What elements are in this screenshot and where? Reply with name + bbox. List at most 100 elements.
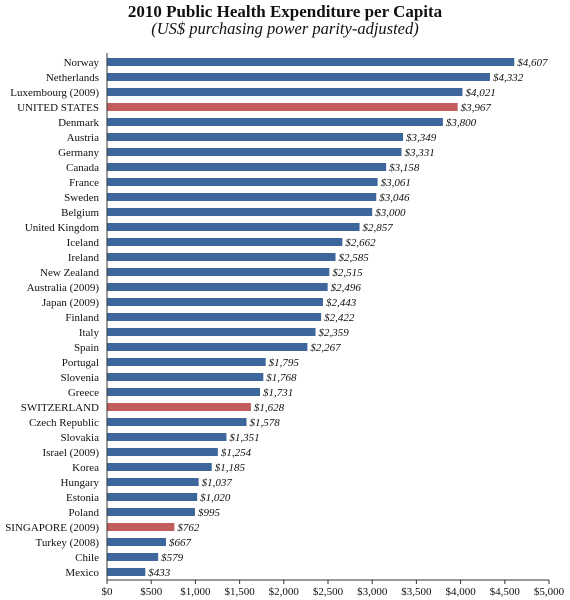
bar [107,163,387,171]
bar [107,553,159,561]
bar [107,508,195,516]
value-label: $3,349 [406,132,437,144]
x-tick-label: $1,000 [180,586,211,598]
bar [107,313,322,321]
value-label: $3,967 [461,102,492,114]
category-label: United Kingdom [25,222,100,234]
value-label: $4,021 [465,87,495,99]
value-label: $1,351 [229,432,259,444]
bar [107,328,316,336]
value-label: $2,515 [332,267,363,279]
value-label: $2,662 [345,237,376,249]
bar [107,418,247,426]
value-label: $1,795 [269,357,300,369]
value-label: $3,061 [381,177,411,189]
category-label: Chile [75,552,99,564]
category-label: SWITZERLAND [21,402,99,414]
bar [107,493,198,501]
value-label: $3,331 [404,147,434,159]
category-label: Finland [65,312,99,324]
x-tick-label: $0 [102,586,114,598]
bar [107,388,261,396]
x-tick-label: $3,000 [357,586,388,598]
x-tick-label: $4,000 [445,586,476,598]
bar [107,73,490,81]
category-label: Denmark [58,117,99,129]
bar [107,463,212,471]
value-label: $2,359 [319,327,350,339]
category-label: SINGAPORE (2009) [5,522,99,534]
value-label: $2,443 [326,297,357,309]
x-tick-label: $2,500 [313,586,344,598]
category-label: Belgium [61,207,99,219]
value-label: $1,020 [200,492,231,504]
category-label: Estonia [66,492,99,504]
category-label: Luxembourg (2009) [10,87,99,99]
category-label: Turkey (2008) [36,537,100,549]
category-label: UNITED STATES [17,102,99,114]
x-tick-label: $1,500 [224,586,255,598]
bar [107,268,330,276]
value-label: $3,800 [446,117,477,129]
value-label: $762 [177,522,200,534]
category-label: France [69,177,99,189]
bar [107,343,308,351]
bar [107,238,343,246]
category-label: Netherlands [46,72,99,84]
bar [107,178,378,186]
x-tick-label: $500 [140,586,163,598]
bar [107,478,199,486]
value-label: $995 [198,507,221,519]
bar [107,538,166,546]
value-label: $1,731 [263,387,293,399]
bar [107,253,336,261]
bar [107,58,515,66]
value-label: $4,607 [517,57,548,69]
category-label: Italy [79,327,100,339]
bar [107,433,227,441]
chart-title: 2010 Public Health Expenditure per Capit… [127,2,443,21]
category-label: Mexico [65,567,99,579]
value-label: $1,578 [249,417,280,429]
category-label: Canada [66,162,99,174]
bar [107,568,146,576]
category-label: Israel (2009) [42,447,99,459]
category-label: Slovenia [61,372,100,384]
category-label: Korea [72,462,99,474]
category-label: Sweden [64,192,99,204]
value-label: $1,185 [215,462,246,474]
value-label: $3,000 [375,207,406,219]
bar [107,448,218,456]
value-label: $579 [161,552,184,564]
value-label: $1,628 [254,402,285,414]
value-label: $3,046 [379,192,410,204]
category-label: Greece [68,387,99,399]
highlighted-bar [107,403,251,411]
category-label: Ireland [68,252,100,264]
bar [107,148,402,156]
category-label: Spain [74,342,100,354]
category-label: Poland [68,507,99,519]
category-label: New Zealand [40,267,99,279]
value-label: $433 [148,567,171,579]
category-label: Australia (2009) [27,282,100,294]
highlighted-bar [107,523,175,531]
bar [107,223,360,231]
value-label: $2,585 [339,252,370,264]
bar [107,373,264,381]
value-label: $1,768 [266,372,297,384]
value-label: $1,037 [202,477,233,489]
category-label: Germany [58,147,99,159]
category-label: Austria [67,132,100,144]
category-label: Iceland [67,237,100,249]
x-tick-label: $3,500 [401,586,432,598]
value-label: $4,332 [493,72,524,84]
value-label: $2,267 [310,342,341,354]
value-label: $3,158 [389,162,420,174]
category-label: Slovakia [61,432,100,444]
value-label: $667 [169,537,192,549]
x-tick-label: $5,000 [534,586,565,598]
bar [107,193,377,201]
bar [107,88,463,96]
